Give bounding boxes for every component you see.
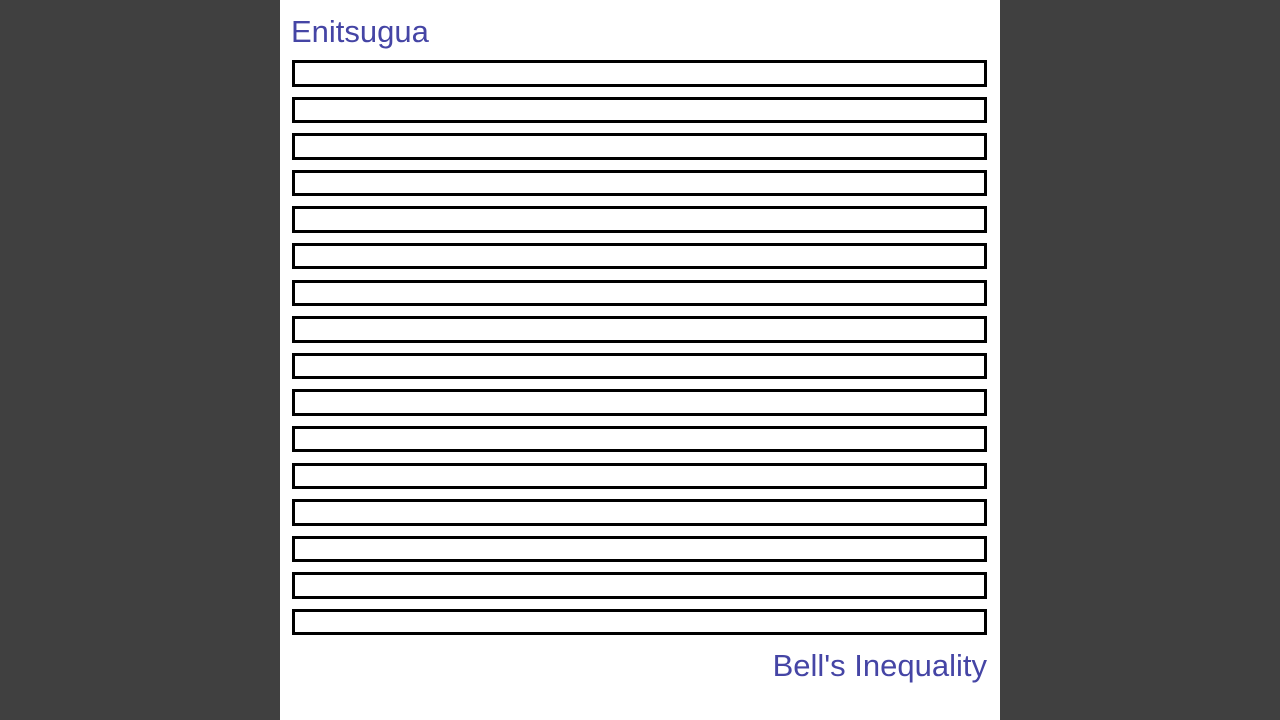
outlined-bar <box>292 572 987 599</box>
artist-name: Enitsugua <box>291 14 429 49</box>
outlined-bar <box>292 462 987 490</box>
outlined-bar <box>292 352 987 380</box>
outlined-bar <box>292 242 987 270</box>
outlined-bar <box>292 535 987 563</box>
outlined-bar <box>292 608 987 636</box>
outlined-bar <box>292 316 987 343</box>
outlined-bar <box>292 169 987 197</box>
outlined-bar <box>292 60 987 87</box>
outlined-bar <box>292 425 987 453</box>
album-title: Bell's Inequality <box>772 648 987 683</box>
outlined-bar <box>292 389 987 416</box>
outlined-bar <box>292 206 987 233</box>
bar-stack <box>292 60 987 646</box>
outlined-bar <box>292 499 987 526</box>
outlined-bar <box>292 96 987 124</box>
album-cover: Enitsugua Bell's Inequality <box>280 0 1000 720</box>
outlined-bar <box>292 279 987 307</box>
outlined-bar <box>292 133 987 160</box>
